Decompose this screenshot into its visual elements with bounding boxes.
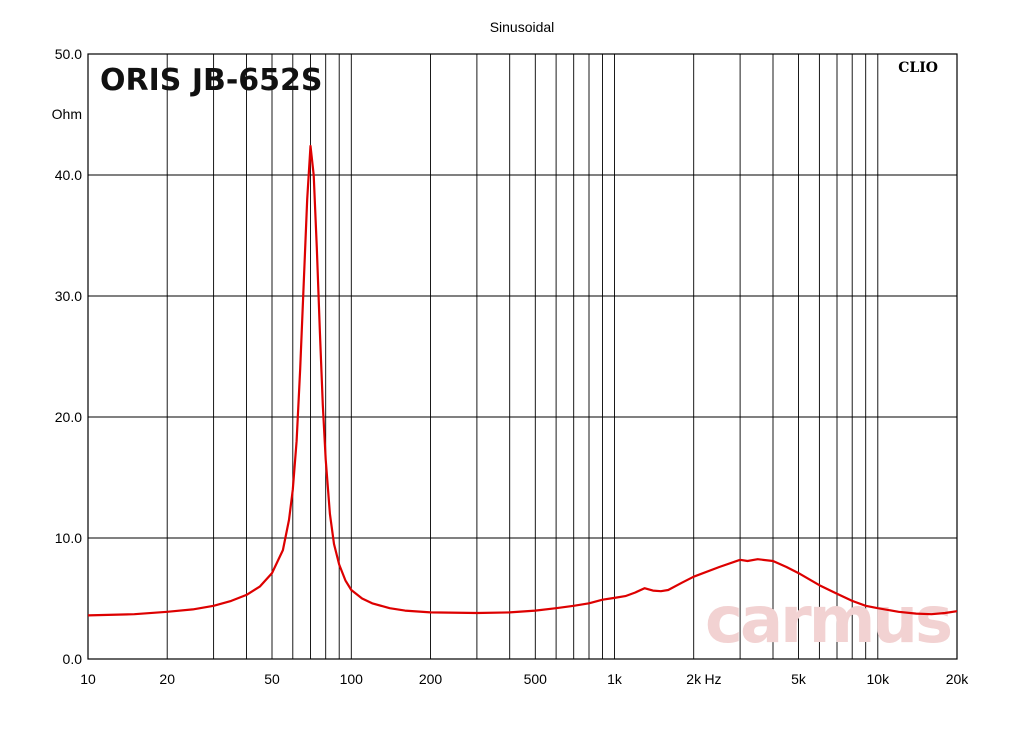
chart-title: Sinusoidal	[490, 19, 555, 35]
x-tick-label: 10k	[867, 671, 891, 687]
y-tick-label: 10.0	[55, 530, 82, 546]
y-tick-label: 40.0	[55, 167, 82, 183]
x-tick-label: 1k	[607, 671, 623, 687]
watermark: carmus	[705, 584, 951, 658]
x-tick-label: 500	[524, 671, 548, 687]
y-tick-label: 20.0	[55, 409, 82, 425]
x-tick-label: 20	[159, 671, 175, 687]
x-tick-label: 20k	[946, 671, 970, 687]
x-tick-label: 10	[80, 671, 96, 687]
y-tick-label: 50.0	[55, 46, 82, 62]
product-label: ORIS JB-652S	[100, 63, 323, 98]
x-tick-label: 200	[419, 671, 443, 687]
series-group	[87, 144, 958, 617]
x-tick-label: 5k	[791, 671, 807, 687]
plot-frame	[87, 53, 958, 660]
impedance-curve	[87, 144, 958, 617]
y-tick-labels: 0.0 10.0 20.0 30.0 40.0 50.0	[55, 46, 82, 667]
software-label: CLIO	[898, 60, 938, 76]
x-tick-label: 2k	[686, 671, 702, 687]
y-gridlines	[88, 174, 957, 539]
x-tick-label: 100	[340, 671, 364, 687]
x-tick-labels: 10 20 50 100 200 500 1k 2k 5k 10k 20k	[80, 671, 969, 687]
y-tick-label: 30.0	[55, 288, 82, 304]
y-tick-label: 0.0	[63, 651, 83, 667]
y-axis-label: Ohm	[52, 106, 82, 122]
x-axis-label: Hz	[704, 671, 721, 687]
x-tick-label: 50	[264, 671, 280, 687]
